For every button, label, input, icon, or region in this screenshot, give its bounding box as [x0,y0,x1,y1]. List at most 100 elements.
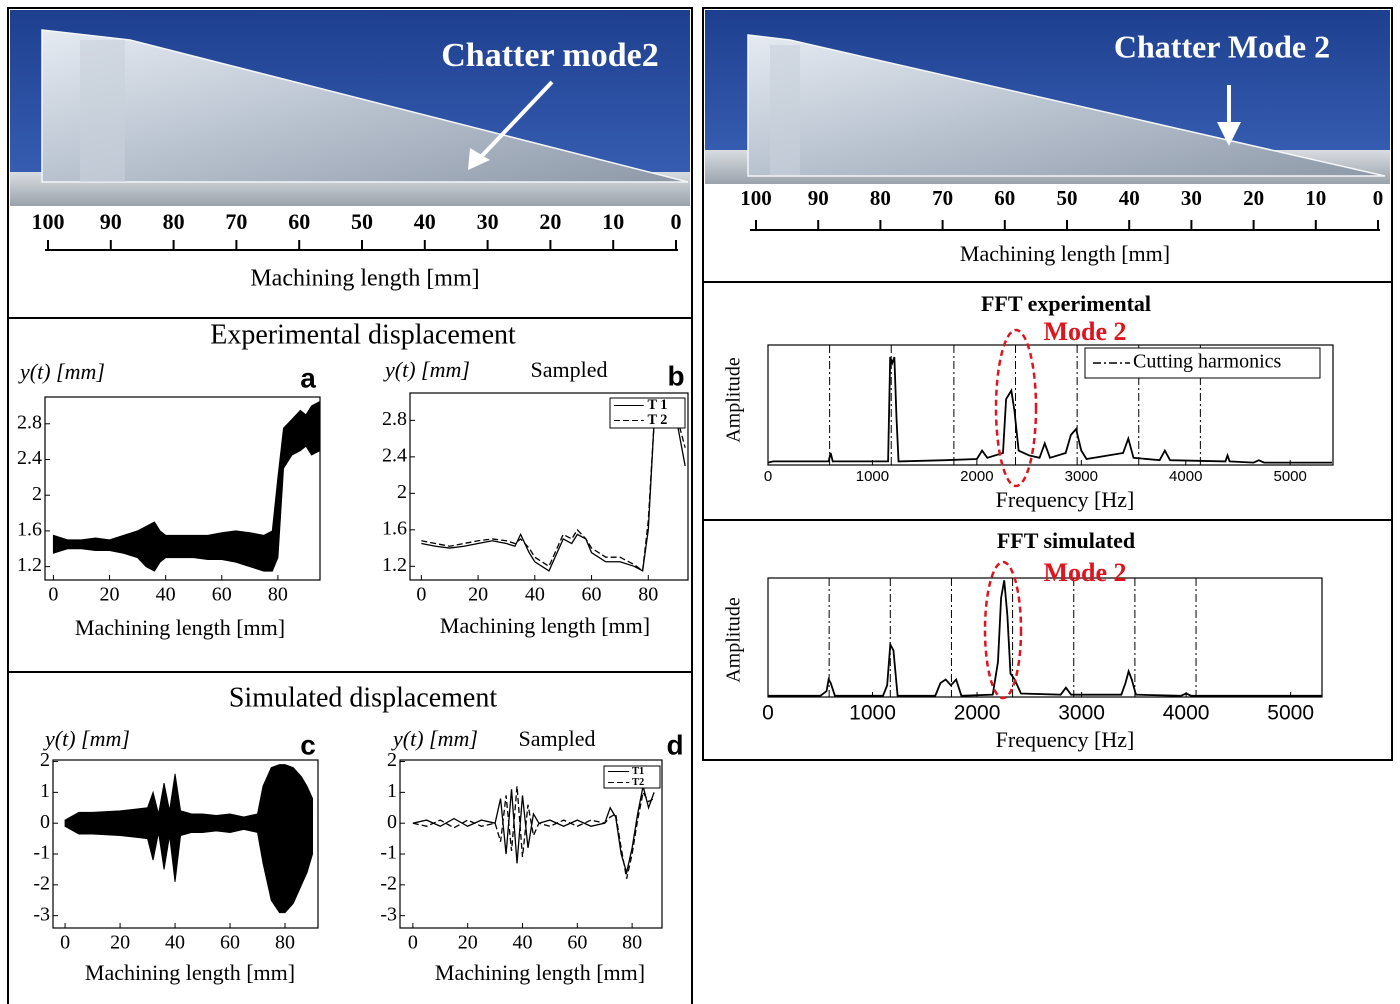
y-axis-label: y(t) [mm] [43,726,130,751]
section-title: Experimental displacement [210,319,516,350]
ruler-tick-label: 60 [288,209,310,234]
axes-frame [409,392,689,581]
y-tick-label: -3 [33,903,50,925]
y-tick-label: 1.6 [17,518,42,540]
annotation: Mode 2 [1043,317,1126,346]
note: Sampled [519,726,596,751]
y-tick-label: 1 [387,780,397,802]
axes-frame [44,396,321,581]
ruler-tick-label: 30 [1181,186,1202,210]
axes-frame [767,344,1334,466]
legend-box [1084,347,1321,379]
signal-line [421,410,686,573]
y-tick-label: -3 [380,903,397,925]
axes-frame [52,759,319,929]
y-axis-label: y(t) [mm] [391,726,478,751]
x-tick-label: 0 [764,468,772,485]
signal-line [768,580,1322,697]
y-tick-label: 2 [397,481,407,503]
panel-letter: a [300,362,316,393]
legend-label: T2 [632,777,644,788]
x-tick-label: 60 [567,932,587,954]
ruler-tick-label: 80 [870,186,891,210]
x-tick-label: 0 [762,701,774,724]
arrow [476,80,554,162]
legend-box [609,397,686,429]
section-title: Simulated displacement [229,682,497,713]
legend-label: T 1 [648,397,668,413]
ruler-tick-label: 30 [477,209,499,234]
x-tick-label: 2000 [960,468,993,485]
mode-highlight [994,328,1038,488]
photo-left: Chatter mode2 [10,10,690,206]
ruler-tick-label: 10 [1305,186,1326,210]
y-tick-label: 2.4 [17,447,42,469]
ruler-tick-label: 80 [163,209,185,234]
x-tick-label: 60 [212,584,232,606]
x-tick-label: 4000 [1163,701,1210,724]
arrow-head [1217,122,1241,146]
x-axis-label: Frequency [Hz] [996,487,1135,512]
y-axis-label: y(t) [mm] [383,357,470,382]
panel-letter: c [300,729,316,760]
ruler-tick-label: 90 [100,209,122,234]
ruler-tick-label: 100 [32,209,65,234]
note: Sampled [531,357,608,382]
x-tick-label: 40 [513,932,533,954]
x-tick-label: 80 [275,932,295,954]
y-tick-label: 2 [40,749,50,771]
x-axis-label: Machining length [mm] [85,960,295,985]
y-tick-label: 0 [40,811,50,833]
ruler-tick-label: 50 [351,209,373,234]
arrow-head [468,148,490,170]
x-axis-label: Machining length [mm] [435,960,645,985]
ruler-tick-label: 20 [1243,186,1264,210]
x-tick-label: 20 [458,932,478,954]
ruler-label: Machining length [mm] [250,266,479,292]
x-axis-label: Frequency [Hz] [996,727,1135,752]
ruler-tick-label: 60 [994,186,1015,210]
signal-line [767,356,1332,464]
photo-annotation: Chatter Mode 2 [1114,28,1330,64]
signal-line [412,786,655,879]
y-tick-label: 1.2 [382,554,407,576]
left-frame [7,7,693,1004]
x-tick-label: 20 [468,584,488,606]
y-tick-label: -1 [380,842,397,864]
signal-band [52,400,321,572]
ruler-tick-label: 70 [225,209,247,234]
y-axis-label: y(t) [mm] [18,359,105,384]
x-tick-label: 5000 [1273,468,1306,485]
x-axis-label: Machining length [mm] [440,613,650,638]
panel-letter: d [666,729,683,760]
ruler-tick-label: 40 [414,209,436,234]
y-axis-label: Amplitude [723,357,745,443]
x-tick-label: 2000 [954,701,1001,724]
ruler-tick-label: 70 [932,186,953,210]
ruler-tick-label: 50 [1057,186,1078,210]
photo-right: Chatter Mode 2 [705,10,1390,184]
y-axis-label: Amplitude [723,597,745,683]
axes-frame [399,759,663,929]
y-tick-label: 1.6 [382,517,407,539]
x-tick-label: 1000 [849,701,896,724]
ruler-tick-label: 0 [671,209,682,234]
y-tick-label: 1.2 [17,554,42,576]
y-tick-label: -2 [380,872,397,894]
x-tick-label: 0 [48,584,58,606]
x-tick-label: 60 [582,584,602,606]
x-tick-label: 80 [622,932,642,954]
y-tick-label: 2 [32,483,42,505]
x-tick-label: 1000 [856,468,889,485]
x-tick-label: 40 [156,584,176,606]
y-tick-label: -1 [33,842,50,864]
y-tick-label: 0 [387,811,397,833]
x-tick-label: 3000 [1065,468,1098,485]
y-tick-label: -2 [33,872,50,894]
workpiece [747,34,1386,177]
ruler-tick-label: 90 [808,186,829,210]
signal-band [64,764,314,914]
x-tick-label: 20 [100,584,120,606]
ruler-tick-label: 20 [539,209,561,234]
